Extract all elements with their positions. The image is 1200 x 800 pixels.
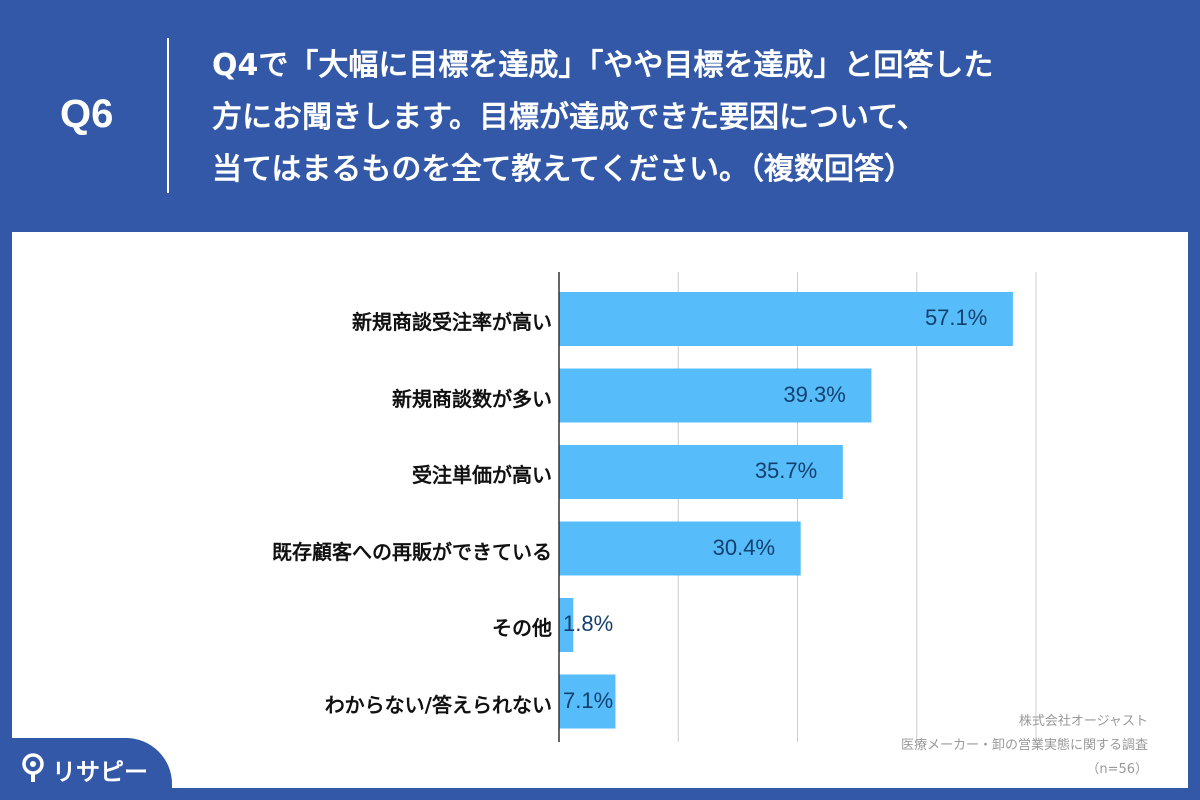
- bar: [559, 674, 616, 729]
- question-line: 当てはまるものを全て教えてください。（複数回答）: [212, 152, 914, 187]
- footer-survey: 医療メーカー・卸の営業実態に関する調査: [900, 738, 1148, 753]
- footer-company: 株式会社オージャスト: [1018, 714, 1148, 729]
- question-line: 方にお聞きします。目標が達成できた要因について、: [212, 100, 927, 135]
- value-label: 35.7%: [754, 458, 818, 483]
- pin-icon: [22, 753, 44, 782]
- header-divider: [167, 38, 169, 193]
- logo-text: リサピー: [52, 758, 148, 786]
- value-label: 39.3%: [783, 381, 846, 407]
- value-label: 57.1%: [924, 305, 988, 330]
- bar: [559, 368, 872, 423]
- category-label: その他: [492, 616, 552, 640]
- category-label: 受注単価が高い: [412, 463, 552, 487]
- value-label: 1.8%: [563, 611, 614, 636]
- bar: [559, 598, 574, 652]
- category-label: 新規商談数が多い: [392, 386, 552, 411]
- category-label: 既存顧客への再販ができている: [272, 539, 552, 564]
- question-text: Q4で「大幅に目標を達成」「やや目標を達成」と回答した 方にお聞きします。目標が…: [212, 40, 1162, 196]
- question-number: Q6: [60, 92, 114, 136]
- bar-chart: [558, 272, 1037, 742]
- value-label: 30.4%: [712, 534, 776, 560]
- question-line: Q4で「大幅に目標を達成」「やや目標を達成」と回答した: [212, 48, 994, 83]
- footer-n: （n=56）: [1086, 762, 1148, 777]
- category-label: 新規商談受注率が高い: [352, 310, 552, 334]
- bar: [559, 292, 1013, 346]
- bar: [559, 521, 801, 576]
- header: Q6 Q4で「大幅に目標を達成」「やや目標を達成」と回答した 方にお聞きします。…: [0, 0, 1200, 230]
- chart-panel: 新規商談受注率が高い 57.1% 新規商談数が多い 39.3% 受注単価が高い 35.7%…: [12, 232, 1188, 788]
- category-label: わからない/答えられない: [324, 692, 552, 717]
- value-label: 7.1%: [563, 687, 614, 713]
- logo: リサピー: [0, 738, 172, 800]
- bar: [559, 445, 843, 499]
